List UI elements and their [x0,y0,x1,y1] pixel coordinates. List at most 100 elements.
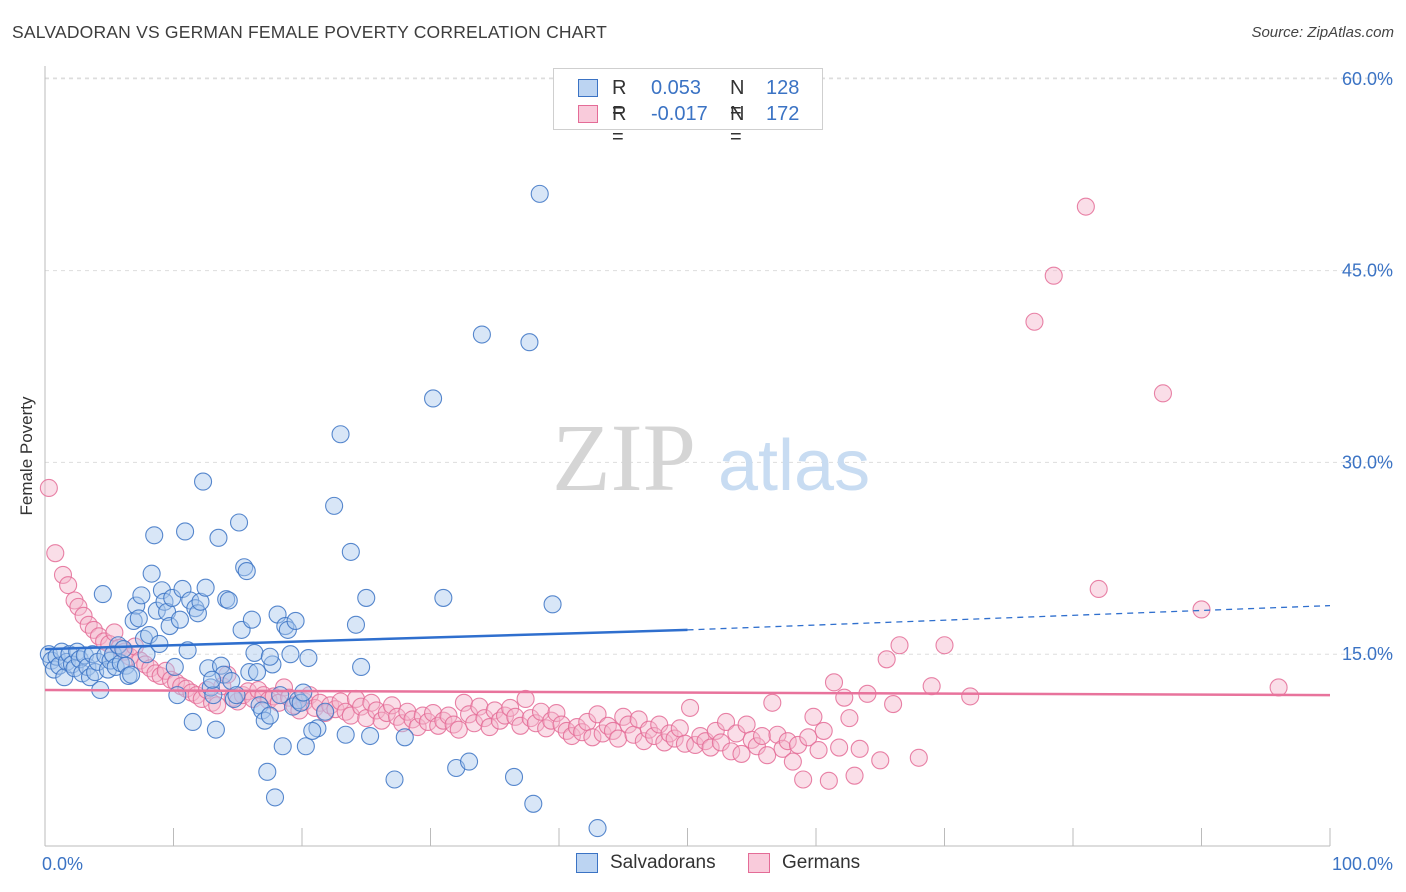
data-point [357,588,376,607]
data-point [783,752,802,771]
data-point [871,751,890,770]
data-point [183,712,202,732]
data-point [747,737,766,756]
data-point [336,725,355,744]
data-point [151,666,170,685]
data-point [459,752,479,771]
data-point [543,595,562,614]
data-point [732,744,751,763]
data-point [286,611,305,631]
data-point [547,703,566,723]
data-point [619,715,638,734]
data-point [132,586,151,605]
data-point [511,716,530,735]
data-point [504,767,524,787]
data-point [237,562,256,581]
data-point [506,707,525,726]
data-point [291,693,310,712]
data-point [588,705,607,724]
data-point [727,724,746,743]
legend-n-label: N = [730,103,745,148]
data-point [665,729,684,748]
watermark-zip: ZIP [552,404,696,511]
data-point [53,565,73,584]
data-point [809,741,828,760]
data-point [890,636,909,655]
data-point [385,770,404,789]
data-point [824,673,844,692]
data-point [711,733,730,752]
data-point [146,664,165,683]
data-point [303,721,322,740]
watermark-atlas: atlas [718,426,870,506]
data-point [501,698,520,717]
data-point [480,718,499,737]
source-label: Source: ZipAtlas.com [1251,24,1394,41]
legend-r-value: 0.053 [651,77,702,99]
legend-r-label: R = [612,103,627,148]
data-point [778,732,797,751]
data-point [706,721,725,740]
data-point [341,706,360,725]
legend-swatch-blue [578,79,598,97]
data-point [434,711,453,730]
watermark: ZIP atlas [552,404,870,511]
data-point [681,698,700,717]
x-tick-label: 100.0% [1332,854,1393,874]
data-point [325,496,344,515]
y-tick-label: 15.0% [1342,644,1393,664]
data-point [331,692,350,711]
data-point [1025,312,1044,331]
data-point [203,693,222,712]
legend-swatch-blue [576,853,598,873]
data-point [722,742,741,761]
data-point [526,714,545,733]
data-point [1076,197,1095,216]
data-point [763,693,782,712]
data-point [260,647,279,666]
legend-swatch-pink [578,105,598,123]
data-point [194,472,213,491]
data-point [227,686,246,705]
data-point [737,715,756,734]
legend-label-salvadorans: Salvadorans [610,852,716,873]
data-point [1044,266,1063,285]
data-point [299,648,318,668]
data-point [46,544,65,563]
data-point [247,663,267,682]
data-point [245,643,264,662]
data-point [208,696,227,715]
legend-n-value: 172 [766,103,800,125]
data-point [588,819,607,838]
series-legend: Salvadorans Germans [0,852,1406,876]
data-point [449,720,468,739]
data-point [168,686,187,705]
data-point [935,636,954,655]
legend-swatch-pink [748,853,770,873]
data-point [188,604,207,623]
data-point [59,576,78,595]
data-point [165,657,184,677]
data-point [557,721,576,740]
data-point [650,715,669,734]
data-point [598,716,617,735]
data-point [470,697,489,716]
data-point [265,788,285,807]
data-point [819,771,838,790]
data-point [352,657,371,677]
data-point [74,606,93,625]
data-point [129,609,148,628]
data-point [922,677,941,696]
trend-line-salvadorans [44,628,688,651]
data-point [1153,384,1172,403]
data-point [140,625,159,645]
data-point [877,650,896,669]
data-point [95,632,114,651]
data-point [382,696,402,715]
data-point [258,762,277,781]
series-salvadorans [39,184,607,838]
data-point [209,528,228,547]
data-point [424,389,443,408]
data-point [124,611,143,631]
data-point [567,718,587,737]
